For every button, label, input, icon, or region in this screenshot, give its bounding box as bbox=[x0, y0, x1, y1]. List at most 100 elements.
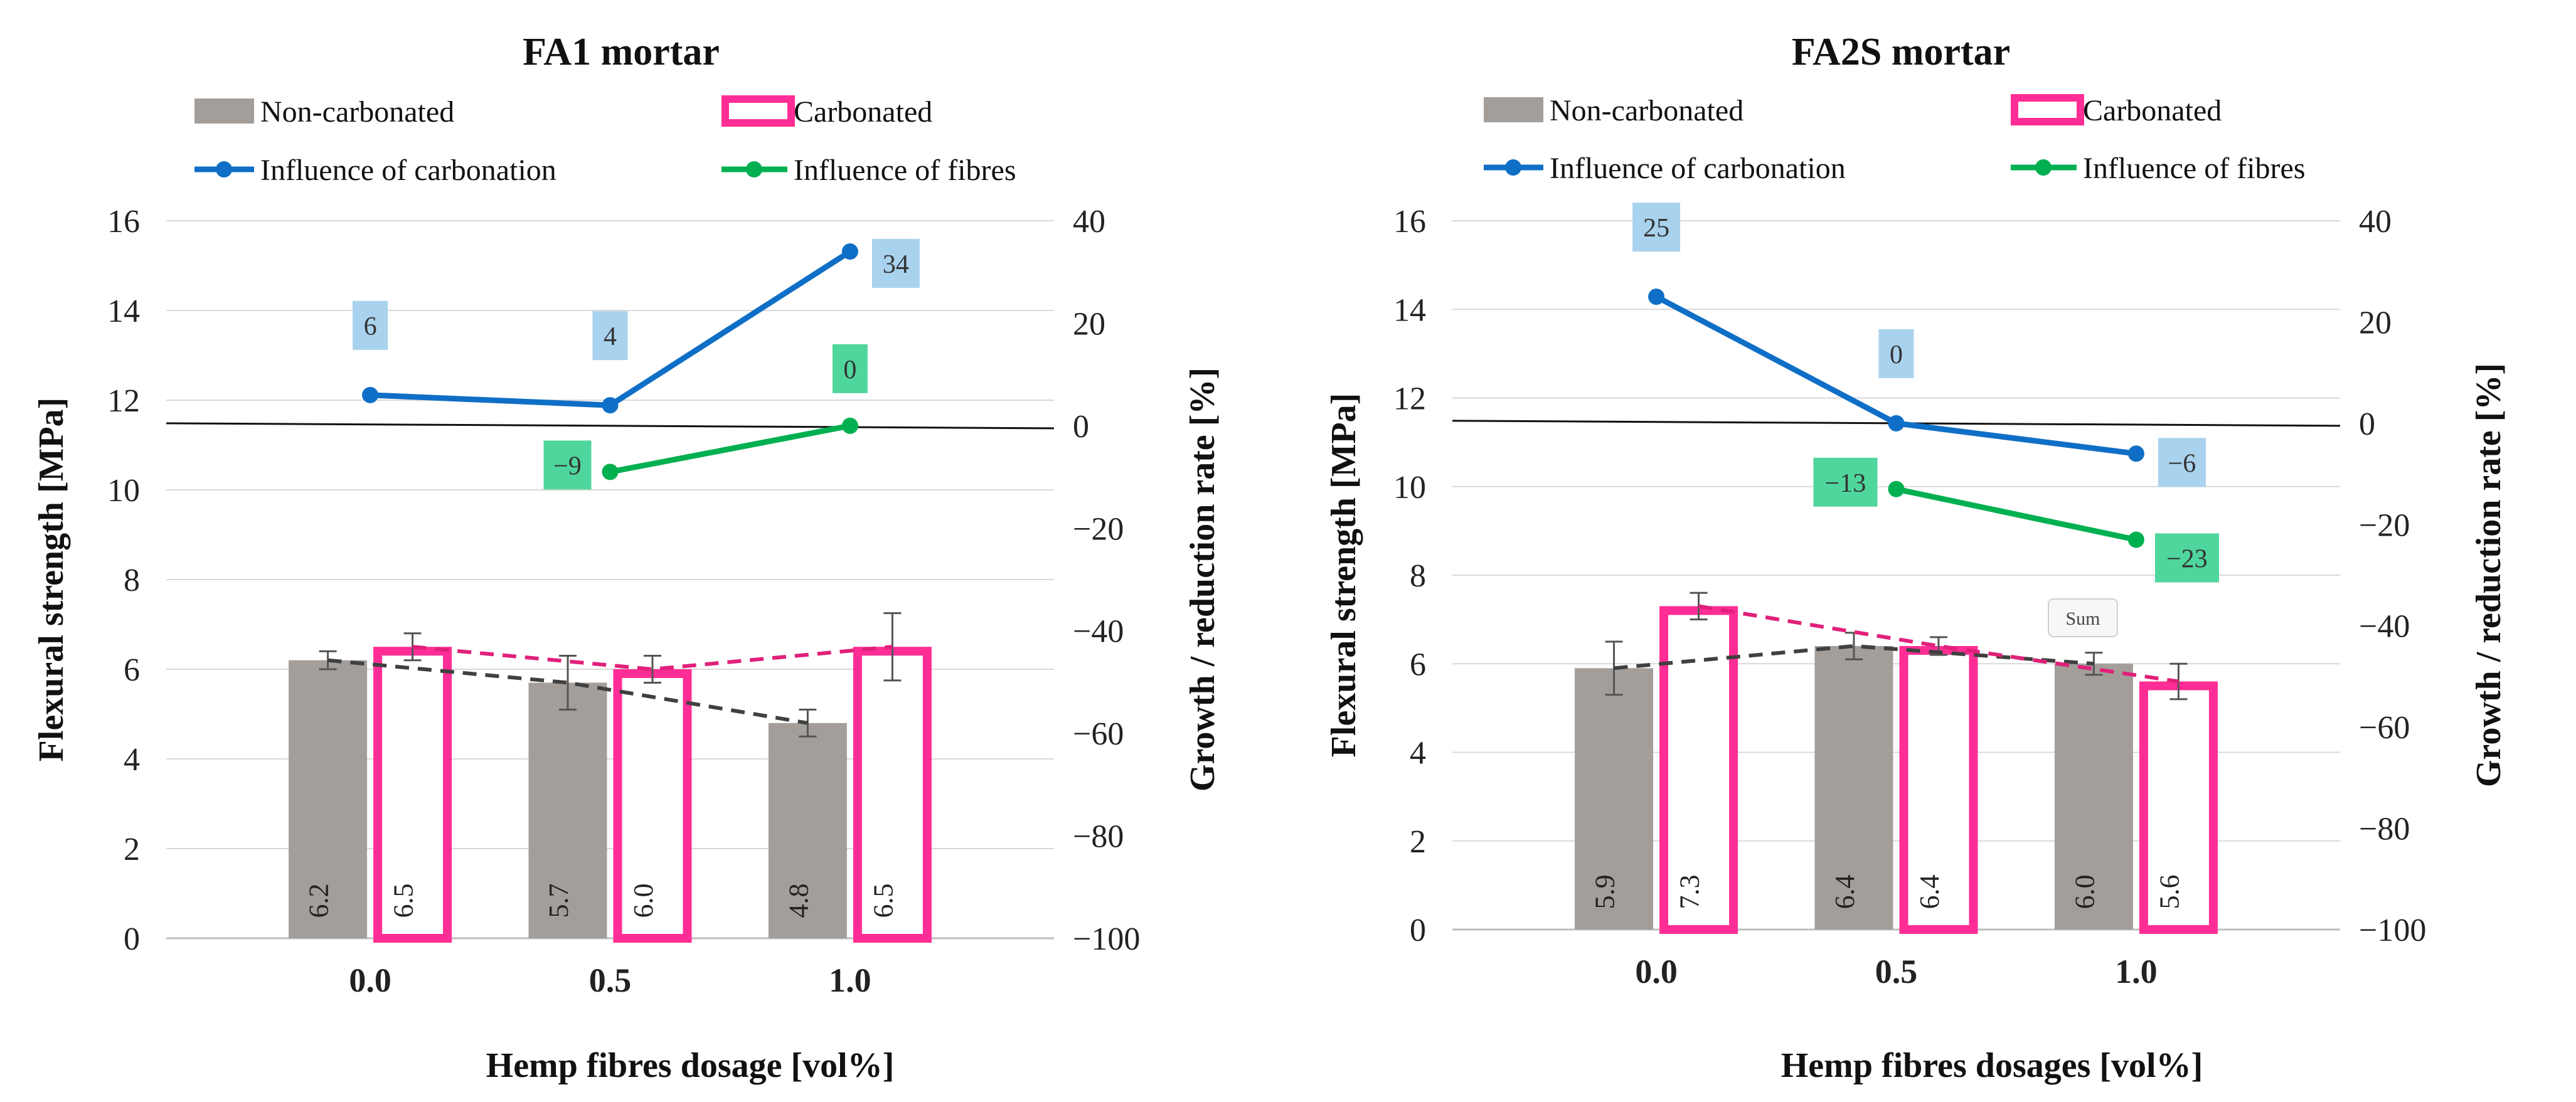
marker-influence-carbonation bbox=[1888, 415, 1905, 432]
trend-carbonated bbox=[1698, 604, 2179, 684]
x-axis-title: Hemp fibres dosages [vol%] bbox=[1781, 1046, 2203, 1085]
rate-value-label: 0 bbox=[843, 356, 856, 384]
rate-label-box bbox=[832, 344, 868, 393]
y-tick-label: 4 bbox=[124, 742, 140, 778]
rate-label-box bbox=[2158, 438, 2206, 487]
bar-value-label: 6.0 bbox=[2069, 875, 2100, 909]
y-tick-label: 14 bbox=[107, 294, 140, 329]
y-tick-label: 14 bbox=[1393, 292, 1426, 328]
chart-title: FA2S mortar bbox=[1792, 31, 2010, 73]
bar-non-carbonated bbox=[2054, 664, 2133, 930]
legend-swatch-non-carbonated bbox=[1484, 97, 1543, 122]
bar-value-label: 4.8 bbox=[783, 884, 814, 918]
y-tick-label: 2 bbox=[1410, 824, 1426, 860]
legend-swatch-non-carbonated bbox=[194, 98, 254, 124]
bar-value-label: 7.3 bbox=[1674, 875, 1705, 909]
rate-label-box bbox=[353, 300, 388, 350]
y2-tick-label: −20 bbox=[1073, 511, 1124, 547]
bar-non-carbonated bbox=[1575, 668, 1654, 930]
trend-non-carbonated bbox=[327, 658, 808, 725]
rate-value-label: 6 bbox=[364, 312, 377, 341]
x-axis-title: Hemp fibres dosage [vol%] bbox=[486, 1046, 895, 1085]
rate-value-label: 34 bbox=[883, 250, 909, 279]
y-tick-label: 6 bbox=[1410, 647, 1426, 682]
bar-value-label: 5.6 bbox=[2154, 875, 2185, 909]
y2-axis-title: Growth / reduction rate [%] bbox=[1183, 368, 1222, 792]
legend-label: Influence of fibres bbox=[2083, 152, 2306, 185]
bar-carbonated bbox=[853, 647, 932, 943]
legend-label: Carbonated bbox=[2083, 94, 2222, 127]
rate-label-box bbox=[543, 440, 592, 490]
y2-tick-label: −80 bbox=[2359, 812, 2410, 847]
legend-swatch-carbonation-marker bbox=[1505, 159, 1521, 176]
rate-label-box bbox=[2154, 533, 2219, 583]
y2-tick-label: 20 bbox=[2359, 305, 2392, 341]
y-tick-label: 0 bbox=[1410, 913, 1426, 948]
y2-tick-label: 40 bbox=[1073, 204, 1105, 240]
y-tick-label: 4 bbox=[1410, 736, 1426, 771]
marker-influence-carbonation bbox=[602, 397, 619, 414]
y2-axis-title: Growth / reduction rate [%] bbox=[2469, 363, 2508, 787]
legend-swatch-carbonated bbox=[721, 95, 795, 127]
bar-non-carbonated bbox=[768, 723, 847, 938]
y2-tick-label: −40 bbox=[1073, 614, 1124, 650]
rate-value-label: −6 bbox=[2168, 449, 2196, 478]
bar-carbonated bbox=[2139, 681, 2218, 934]
marker-influence-fibres bbox=[2127, 531, 2144, 548]
bar-value-label: 5.7 bbox=[543, 884, 574, 918]
bar-non-carbonated bbox=[528, 682, 607, 938]
bar-carbonated bbox=[1899, 646, 1978, 934]
y2-tick-label: 40 bbox=[2359, 204, 2392, 240]
legend-label: Carbonated bbox=[794, 95, 932, 129]
rate-value-label: 4 bbox=[604, 322, 617, 351]
x-tick-label: 1.0 bbox=[829, 962, 871, 999]
trend-non-carbonated bbox=[1614, 644, 2094, 670]
bar-non-carbonated bbox=[1814, 646, 1893, 930]
legend-label: Non-carbonated bbox=[1550, 94, 1743, 127]
bar-value-label: 6.5 bbox=[388, 884, 419, 918]
marker-influence-fibres bbox=[1888, 480, 1905, 497]
rate-value-label: 25 bbox=[1643, 214, 1669, 243]
y-tick-label: 0 bbox=[124, 921, 140, 957]
y-axis-title: Flexural strength [MPa] bbox=[1324, 393, 1363, 758]
y2-tick-label: −60 bbox=[2359, 710, 2410, 746]
y-tick-label: 16 bbox=[107, 204, 140, 240]
x-tick-label: 0.0 bbox=[349, 962, 391, 999]
marker-influence-fibres bbox=[841, 417, 858, 434]
marker-influence-carbonation bbox=[2127, 445, 2144, 462]
legend-label: Influence of fibres bbox=[794, 154, 1016, 187]
y-tick-label: 8 bbox=[1410, 558, 1426, 594]
line-influence-fibres bbox=[609, 423, 851, 475]
y-tick-label: 12 bbox=[107, 383, 140, 419]
bar-non-carbonated bbox=[289, 660, 368, 938]
rate-label-box bbox=[1632, 203, 1681, 252]
y2-tick-label: −100 bbox=[2359, 913, 2426, 948]
rate-label-box bbox=[1813, 457, 1878, 507]
marker-influence-fibres bbox=[602, 464, 619, 480]
line-influence-fibres bbox=[1895, 486, 2137, 543]
bar-value-label: 6.0 bbox=[628, 884, 659, 918]
bar-carbonated bbox=[613, 669, 692, 943]
bar-value-label: 6.4 bbox=[1914, 875, 1945, 909]
y-tick-label: 2 bbox=[124, 832, 140, 867]
y2-tick-label: 0 bbox=[2359, 406, 2375, 442]
y-tick-label: 8 bbox=[124, 563, 140, 598]
x-tick-label: 1.0 bbox=[2115, 953, 2158, 990]
y-tick-label: 16 bbox=[1393, 204, 1426, 240]
y2-tick-label: −80 bbox=[1073, 819, 1124, 855]
rate-value-label: −9 bbox=[553, 452, 582, 480]
tooltip-box bbox=[2048, 598, 2118, 637]
marker-influence-carbonation bbox=[1648, 289, 1665, 305]
y2-tick-label: 0 bbox=[1073, 409, 1089, 445]
y2-tick-label: −20 bbox=[2359, 507, 2410, 543]
legend-label: Influence of carbonation bbox=[1550, 152, 1846, 185]
bar-value-label: 6.4 bbox=[1829, 875, 1860, 909]
rate-label-box bbox=[592, 311, 628, 361]
rate-value-label: −13 bbox=[1825, 469, 1866, 498]
y2-tick-label: −40 bbox=[2359, 609, 2410, 645]
rate-value-label: −23 bbox=[2166, 545, 2208, 574]
legend-swatch-fibres-marker bbox=[746, 161, 762, 177]
y2-tick-label: 20 bbox=[1073, 306, 1105, 342]
